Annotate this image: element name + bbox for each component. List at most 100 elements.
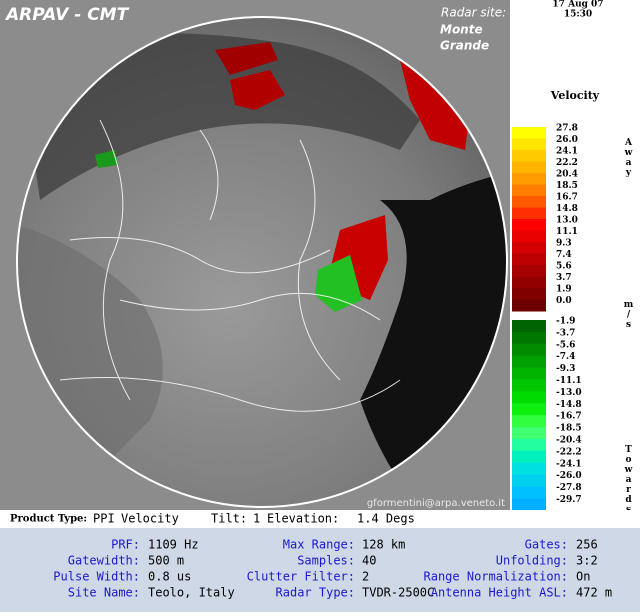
field-value: TVDR-2500C [362,586,434,600]
scale-label: 11.1 [556,227,578,237]
scale-label: 0.0 [556,296,572,306]
scale-swatch [512,265,546,277]
field-label: Pulse Width: [53,570,140,584]
scale-swatch [512,207,546,220]
tilt: 1 [253,512,260,526]
field-value: 256 [576,538,598,552]
field-label: Unfolding: [496,554,568,568]
field-label: Site Name: [68,586,140,600]
scale-swatch [512,474,546,488]
field-value: 3:2 [576,554,598,568]
scale-label: -16.7 [556,412,582,422]
color-scale: 27.826.0 24.122.2 20.418.5 16.714.8 13.011.1… [512,124,582,511]
field-value: 1109 Hz [148,538,199,552]
site-label: Radar site: [441,6,506,20]
scale-swatch [512,184,546,197]
scale-label: 5.6 [556,262,572,272]
field-label: Gates: [525,538,568,552]
time: 15:30 [564,10,592,20]
site-name: Monte [440,23,483,37]
product-type: PPI [93,512,115,526]
scale-label: -26.0 [556,471,582,481]
scale-label: 14.8 [556,204,578,214]
scale-swatch [512,276,546,289]
scale-swatch [512,196,546,208]
scale-swatch [512,219,546,231]
scale-label: 16.7 [556,193,578,203]
scale-label: 1.9 [556,285,572,295]
field-label: PRF: [111,538,140,552]
field-value: 40 [362,554,376,568]
scale-swatch [512,498,546,511]
field-value: 472 m [576,586,612,600]
scale-swatch [512,391,546,404]
scale-label: -13.0 [556,388,582,398]
scale-label: -24.1 [556,459,582,469]
scale-swatch [512,161,546,174]
scale-label: -27.8 [556,483,582,493]
scale-swatch [512,150,546,162]
field-value: 128 km [362,538,405,552]
scale-label: -5.6 [556,340,575,350]
scale-label: 7.4 [556,250,572,260]
field-value: Teolo, Italy [148,586,235,600]
product-type-label: Product Type: [10,514,87,525]
scale-swatch [512,320,546,333]
scale-label: -14.8 [556,400,582,410]
field-value: 500 m [148,554,184,568]
scale-label: -9.3 [556,364,575,374]
scale-swatch [512,355,546,369]
credit: gformentini@arpa.veneto.it [367,498,505,509]
legend-towards: Towards [624,445,634,515]
field-label: Radar Type: [276,586,355,600]
scale-label: -11.1 [556,376,582,386]
scale-swatch [512,230,546,243]
field-label: Clutter Filter: [247,570,355,584]
field-label: Max Range: [283,538,355,552]
scale-label: 13.0 [556,216,578,226]
scale-swatch [512,242,546,254]
scale-swatch [512,138,546,151]
info-panel [0,528,640,612]
scale-label: -29.7 [556,495,582,505]
scale-label: -22.2 [556,447,582,457]
legend-away: Away [624,138,634,178]
scale-swatch [512,173,546,185]
scale-swatch [512,403,546,416]
scale-swatch [512,343,546,357]
scale-swatch [512,415,546,428]
product-bar [0,510,640,528]
scale-label: 3.7 [556,273,572,283]
scale-swatch [512,331,546,345]
scale-swatch [512,367,546,380]
tilt-label: Tilt: [211,512,247,526]
field-label: Antenna Height ASL: [431,586,568,600]
scale-swatch [512,288,546,300]
field-label: Range Normalization: [424,570,569,584]
scale-label: -18.5 [556,424,582,434]
info-fields: PRF: 1109 Hz Max Range: 128 km Gates: 256 Gate… [53,538,612,600]
scale-swatch [512,486,546,499]
elevation: 1.4 Degs [357,512,415,526]
field-label: Gatewidth: [68,554,140,568]
scale-swatch [512,450,546,464]
header-title: ARPAV - CMT [4,5,130,25]
scale-label: -7.4 [556,352,575,362]
date: 17 Aug 07 [552,0,603,10]
field-value: On [576,570,590,584]
scale-label: 27.8 [556,124,578,134]
scale-swatch [512,253,546,266]
scale-swatch [512,299,546,312]
scale-swatch [512,127,546,139]
field-value: 0.8 us [148,570,191,584]
scale-swatch [512,462,546,476]
scale-label: 9.3 [556,239,572,249]
range-ring [16,16,508,508]
scale-label: -3.7 [556,328,575,338]
scale-label: -20.4 [556,436,582,446]
field-label: Samples: [297,554,355,568]
scale-label: 22.2 [556,158,578,168]
scale-label: 20.4 [556,170,578,180]
scale-swatch [512,379,546,392]
